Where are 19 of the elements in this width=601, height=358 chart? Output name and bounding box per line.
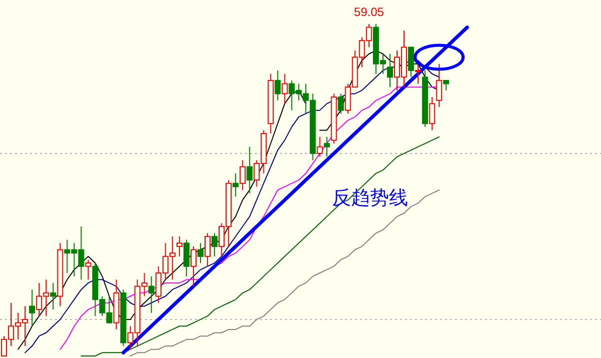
candlestick xyxy=(85,259,92,280)
candlestick xyxy=(29,289,36,327)
candlestick xyxy=(120,289,126,347)
candlestick xyxy=(232,172,239,198)
candlestick xyxy=(57,242,64,307)
candlestick xyxy=(330,93,337,144)
candlestick xyxy=(190,246,196,287)
candlestick xyxy=(415,60,422,84)
candlestick xyxy=(282,73,288,104)
candlestick xyxy=(148,276,154,314)
annotation: 59.05 xyxy=(354,5,384,19)
candlestick xyxy=(316,136,323,158)
candlestick xyxy=(274,70,281,101)
candlestick xyxy=(212,232,218,257)
candlestick xyxy=(204,232,211,267)
candlestick xyxy=(246,146,253,194)
candlestick xyxy=(386,53,393,88)
annotation: 反趋势线 xyxy=(332,187,408,209)
candlestick xyxy=(50,282,56,310)
